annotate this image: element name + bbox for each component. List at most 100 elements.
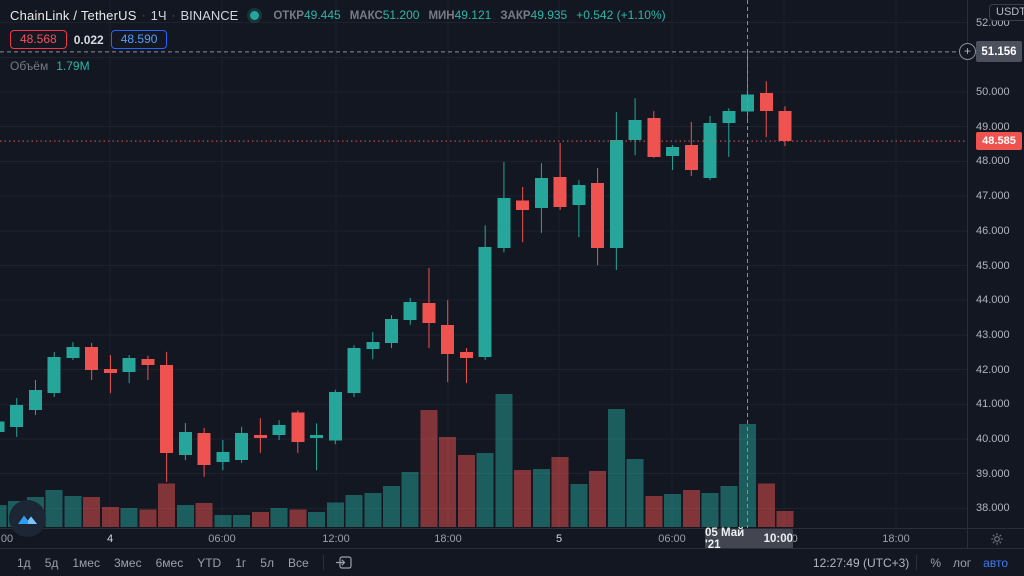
log-scale-button[interactable]: лог	[947, 553, 977, 573]
volume-bar	[514, 470, 532, 527]
candle-body	[534, 178, 548, 208]
time-tick: 00	[0, 533, 14, 545]
last-price-label: 48.585	[976, 132, 1022, 151]
volume-bar	[120, 508, 138, 527]
volume-bar	[420, 410, 438, 527]
candle-body	[66, 347, 80, 359]
volume-bar	[401, 471, 419, 527]
range-button-6мес[interactable]: 6мес	[149, 553, 191, 573]
volume-bar	[589, 471, 607, 527]
go-to-date-button[interactable]	[331, 553, 357, 572]
volume-bar	[739, 424, 757, 527]
price-axis[interactable]: 38.000 39.000 40.000 41.000 42.000 43.000 44.0…	[959, 0, 1024, 528]
range-button-1мес[interactable]: 1мес	[65, 553, 107, 573]
candle-body	[216, 451, 230, 462]
candle-body	[178, 432, 192, 455]
volume-bar	[382, 486, 400, 527]
stat-МАКС: МАКС51.200	[349, 8, 420, 22]
price-tick: 39.000	[976, 467, 1010, 480]
clock[interactable]: 12:27:49 (UTC+3)	[812, 555, 910, 570]
candle-body	[759, 93, 773, 112]
sell-price-button[interactable]: 48.568	[10, 30, 67, 49]
range-button-5д[interactable]: 5д	[38, 553, 66, 573]
volume-bar	[101, 506, 119, 527]
volume-bar	[326, 502, 344, 527]
volume-legend-label[interactable]: Объём	[10, 58, 49, 73]
volume-bar	[83, 497, 101, 527]
candle-body	[253, 435, 267, 438]
buy-price-button[interactable]: 48.590	[110, 30, 168, 49]
candle-body	[647, 118, 661, 157]
market-open-dot-icon	[250, 10, 260, 20]
calendar-arrow-icon	[335, 556, 352, 569]
symbol-title[interactable]: ChainLink / TetherUS	[10, 7, 137, 23]
price-tick: 38.000	[976, 502, 1010, 515]
stat-ОТКР: ОТКР49.445	[273, 8, 341, 22]
volume-bar	[476, 452, 494, 527]
volume-bar	[570, 483, 588, 527]
range-button-YTD[interactable]: YTD	[190, 553, 228, 573]
candle-body	[609, 139, 623, 249]
volume-bar	[701, 493, 719, 527]
separator: ·	[171, 8, 176, 22]
time-tick: 4	[106, 533, 114, 545]
range-button-Все[interactable]: Все	[281, 553, 316, 573]
candle-body	[497, 198, 511, 249]
auto-scale-button[interactable]: авто	[977, 553, 1014, 573]
price-tick: 40.000	[976, 433, 1010, 445]
percent-scale-button[interactable]: %	[924, 553, 947, 573]
price-tick: 46.000	[976, 224, 1010, 237]
time-tick: 5	[555, 533, 563, 545]
volume-bar	[626, 459, 644, 527]
volume-bar	[439, 437, 457, 527]
range-button-3мес[interactable]: 3мес	[107, 553, 149, 573]
candlestick-chart[interactable]	[0, 0, 967, 528]
volume-bar	[289, 509, 307, 527]
stat-МИН: МИН49.121	[428, 8, 492, 22]
candle-body	[684, 145, 698, 171]
candle-body	[347, 348, 361, 394]
range-button-1г[interactable]: 1г	[228, 553, 253, 573]
volume-bar	[139, 509, 157, 527]
candle-body	[722, 111, 736, 124]
candle-body	[28, 390, 42, 411]
interval-label[interactable]: 1Ч	[150, 7, 167, 23]
price-tick: 48.000	[976, 155, 1010, 168]
range-button-1д[interactable]: 1д	[10, 553, 38, 573]
volume-bar	[345, 494, 363, 527]
exchange-label[interactable]: BINANCE	[180, 7, 239, 23]
candle-body	[422, 302, 436, 323]
candle-body	[666, 146, 680, 156]
candle-body	[459, 351, 473, 359]
spread-value: 0.022	[73, 32, 104, 47]
time-tick: 06:00	[658, 533, 686, 545]
currency-button[interactable]: USDT	[989, 4, 1024, 21]
ohlc-stats: ОТКР49.445 МАКС51.200 МИН49.121 ЗАКР49.935	[273, 8, 567, 22]
volume-bar	[664, 494, 682, 527]
tradingview-cloud-icon	[18, 515, 37, 524]
axis-corner	[967, 529, 1024, 549]
volume-bar	[270, 508, 288, 527]
candle-body	[628, 120, 642, 140]
add-alert-plus-icon[interactable]: +	[959, 43, 976, 61]
volume-bar	[607, 409, 625, 527]
volume-bar	[233, 514, 251, 527]
volume-bar	[495, 394, 513, 527]
candle-body	[441, 324, 455, 354]
candle-body	[553, 177, 567, 207]
time-tick: 18:00	[882, 533, 910, 545]
volume-bar	[64, 495, 82, 527]
volume-bar	[720, 486, 738, 527]
volume-bar	[45, 490, 63, 527]
price-tick: 49.000	[976, 120, 1010, 133]
price-tick: 45.000	[976, 259, 1010, 272]
range-button-5л[interactable]: 5л	[253, 553, 281, 573]
price-tick: 43.000	[976, 328, 1010, 341]
volume-bar	[251, 512, 269, 527]
candle-body	[591, 182, 605, 249]
gear-icon[interactable]	[990, 532, 1004, 546]
volume-bar	[0, 505, 7, 527]
tradingview-logo[interactable]	[9, 500, 46, 537]
volume-bar	[195, 502, 213, 527]
